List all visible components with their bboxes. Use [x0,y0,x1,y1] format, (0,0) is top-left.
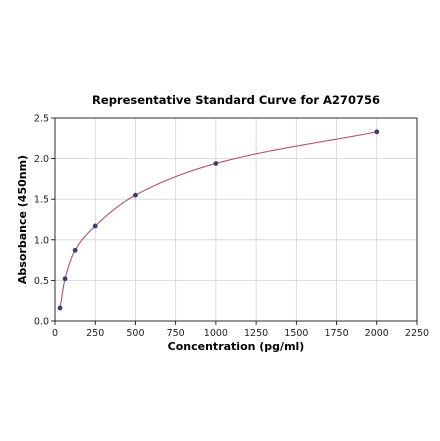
grid-lines [54,117,418,322]
x-axis-label: Concentration (pg/ml) [168,340,305,353]
x-tick-label: 500 [126,328,144,339]
x-tick-label: 0 [52,328,58,339]
x-axis-ticks: 0 250 500 750 1000 1250 1500 1750 2000 2250 [52,321,429,339]
y-axis-ticks: 0.0 0.5 1.0 1.5 2.0 2.5 [34,114,55,328]
y-tick-label: 1.5 [34,195,49,206]
y-axis-label: Absorbance (450nm) [16,155,29,284]
y-tick-label: 2.0 [34,154,49,165]
x-tick-label: 2250 [405,328,429,339]
y-tick-label: 2.5 [34,114,49,125]
data-point [133,192,138,198]
chart-title: Representative Standard Curve for A27075… [92,93,380,107]
y-tick-label: 0.0 [34,317,49,328]
data-point [213,161,219,166]
y-tick-label: 1.0 [34,235,49,246]
x-tick-label: 250 [86,328,104,339]
x-tick-label: 2000 [365,328,389,339]
data-point [72,247,78,253]
x-tick-label: 1500 [284,328,308,339]
x-tick-label: 1000 [204,328,228,339]
data-point [374,129,380,135]
data-point [57,305,63,311]
plot-frame [54,117,418,322]
x-tick-label: 1250 [244,328,268,339]
data-point [92,223,98,229]
y-tick-label: 0.5 [34,276,49,287]
data-point [62,276,68,282]
x-tick-label: 1750 [324,328,348,339]
x-tick-label: 750 [167,328,185,339]
data-points [57,129,380,311]
